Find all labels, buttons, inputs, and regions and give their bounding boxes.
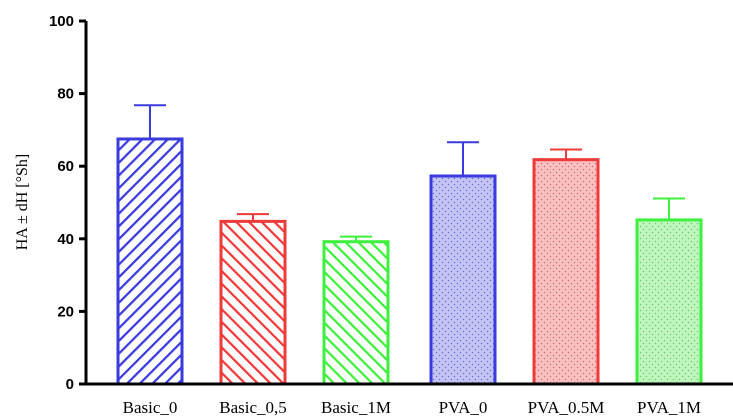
bar	[219, 219, 287, 386]
y-tick-label: 100	[49, 13, 74, 30]
category-label: Basic_1M	[321, 398, 391, 417]
bar	[322, 240, 390, 386]
y-tick-label: 80	[57, 86, 74, 103]
category-label: Basic_0	[123, 398, 178, 417]
y-tick-label: 40	[57, 231, 74, 248]
y-tick-label: 20	[57, 303, 74, 320]
y-axis-title: HA ± dH [°Sh]	[14, 154, 31, 251]
category-label: Basic_0,5	[219, 398, 287, 417]
bar	[635, 218, 703, 386]
category-label: PVA_0.5M	[528, 398, 605, 417]
bar	[116, 137, 184, 386]
bar	[532, 158, 600, 386]
category-label: PVA_1M	[637, 398, 701, 417]
y-tick-label: 60	[57, 158, 74, 175]
bar	[429, 174, 497, 386]
category-label: PVA_0	[439, 398, 488, 417]
y-tick-label: 0	[66, 376, 74, 393]
